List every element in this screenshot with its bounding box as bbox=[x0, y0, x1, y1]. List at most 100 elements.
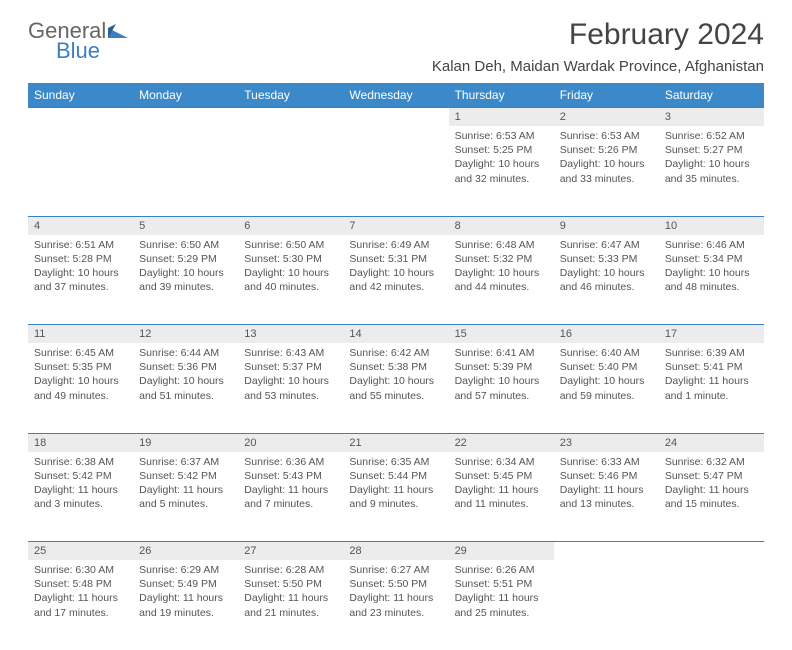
sunset-text: Sunset: 5:51 PM bbox=[455, 577, 548, 591]
week-num-row: 2526272829 bbox=[28, 542, 764, 561]
sunrise-text: Sunrise: 6:28 AM bbox=[244, 563, 337, 577]
day-header: Wednesday bbox=[343, 83, 448, 108]
month-title: February 2024 bbox=[432, 18, 764, 52]
sunrise-text: Sunrise: 6:35 AM bbox=[349, 455, 442, 469]
day-body: Sunrise: 6:42 AMSunset: 5:38 PMDaylight:… bbox=[343, 343, 448, 411]
day-body bbox=[343, 126, 448, 137]
sunrise-text: Sunrise: 6:44 AM bbox=[139, 346, 232, 360]
sunrise-text: Sunrise: 6:27 AM bbox=[349, 563, 442, 577]
day-body: Sunrise: 6:52 AMSunset: 5:27 PMDaylight:… bbox=[659, 126, 764, 194]
daylight-text: Daylight: 10 hours and 35 minutes. bbox=[665, 157, 758, 185]
day-cell: Sunrise: 6:42 AMSunset: 5:38 PMDaylight:… bbox=[343, 343, 448, 433]
daylight-text: Daylight: 10 hours and 40 minutes. bbox=[244, 266, 337, 294]
sunset-text: Sunset: 5:28 PM bbox=[34, 252, 127, 266]
daylight-text: Daylight: 11 hours and 17 minutes. bbox=[34, 591, 127, 619]
day-cell: Sunrise: 6:29 AMSunset: 5:49 PMDaylight:… bbox=[133, 560, 238, 650]
daylight-text: Daylight: 11 hours and 1 minute. bbox=[665, 374, 758, 402]
day-cell bbox=[343, 126, 448, 216]
day-number: 11 bbox=[28, 325, 133, 344]
sunrise-text: Sunrise: 6:42 AM bbox=[349, 346, 442, 360]
day-body: Sunrise: 6:37 AMSunset: 5:42 PMDaylight:… bbox=[133, 452, 238, 520]
day-number: 27 bbox=[238, 542, 343, 561]
day-body: Sunrise: 6:39 AMSunset: 5:41 PMDaylight:… bbox=[659, 343, 764, 411]
day-number: 5 bbox=[133, 216, 238, 235]
daylight-text: Daylight: 10 hours and 37 minutes. bbox=[34, 266, 127, 294]
day-cell bbox=[238, 126, 343, 216]
sunrise-text: Sunrise: 6:53 AM bbox=[560, 129, 653, 143]
day-cell bbox=[133, 126, 238, 216]
sunset-text: Sunset: 5:42 PM bbox=[139, 469, 232, 483]
sunrise-text: Sunrise: 6:51 AM bbox=[34, 238, 127, 252]
sunrise-text: Sunrise: 6:45 AM bbox=[34, 346, 127, 360]
sunset-text: Sunset: 5:50 PM bbox=[244, 577, 337, 591]
day-number: 28 bbox=[343, 542, 448, 561]
sunset-text: Sunset: 5:47 PM bbox=[665, 469, 758, 483]
week-num-row: 45678910 bbox=[28, 216, 764, 235]
day-cell bbox=[28, 126, 133, 216]
day-body: Sunrise: 6:50 AMSunset: 5:30 PMDaylight:… bbox=[238, 235, 343, 303]
sunrise-text: Sunrise: 6:49 AM bbox=[349, 238, 442, 252]
sunset-text: Sunset: 5:37 PM bbox=[244, 360, 337, 374]
week-body-row: Sunrise: 6:45 AMSunset: 5:35 PMDaylight:… bbox=[28, 343, 764, 433]
day-body bbox=[238, 126, 343, 137]
day-body: Sunrise: 6:30 AMSunset: 5:48 PMDaylight:… bbox=[28, 560, 133, 628]
title-block: February 2024 Kalan Deh, Maidan Wardak P… bbox=[432, 18, 764, 75]
day-number: 19 bbox=[133, 433, 238, 452]
day-header: Sunday bbox=[28, 83, 133, 108]
day-cell: Sunrise: 6:53 AMSunset: 5:26 PMDaylight:… bbox=[554, 126, 659, 216]
sunrise-text: Sunrise: 6:37 AM bbox=[139, 455, 232, 469]
day-body: Sunrise: 6:43 AMSunset: 5:37 PMDaylight:… bbox=[238, 343, 343, 411]
day-body: Sunrise: 6:47 AMSunset: 5:33 PMDaylight:… bbox=[554, 235, 659, 303]
week-body-row: Sunrise: 6:51 AMSunset: 5:28 PMDaylight:… bbox=[28, 235, 764, 325]
day-cell: Sunrise: 6:34 AMSunset: 5:45 PMDaylight:… bbox=[449, 452, 554, 542]
day-body: Sunrise: 6:32 AMSunset: 5:47 PMDaylight:… bbox=[659, 452, 764, 520]
sunrise-text: Sunrise: 6:40 AM bbox=[560, 346, 653, 360]
day-number: 4 bbox=[28, 216, 133, 235]
day-cell: Sunrise: 6:33 AMSunset: 5:46 PMDaylight:… bbox=[554, 452, 659, 542]
daylight-text: Daylight: 11 hours and 25 minutes. bbox=[455, 591, 548, 619]
sunset-text: Sunset: 5:36 PM bbox=[139, 360, 232, 374]
sunrise-text: Sunrise: 6:38 AM bbox=[34, 455, 127, 469]
daylight-text: Daylight: 10 hours and 33 minutes. bbox=[560, 157, 653, 185]
day-header: Saturday bbox=[659, 83, 764, 108]
day-cell: Sunrise: 6:53 AMSunset: 5:25 PMDaylight:… bbox=[449, 126, 554, 216]
daylight-text: Daylight: 10 hours and 39 minutes. bbox=[139, 266, 232, 294]
sunrise-text: Sunrise: 6:32 AM bbox=[665, 455, 758, 469]
day-cell: Sunrise: 6:39 AMSunset: 5:41 PMDaylight:… bbox=[659, 343, 764, 433]
sunrise-text: Sunrise: 6:46 AM bbox=[665, 238, 758, 252]
logo: General Blue bbox=[28, 18, 128, 70]
sunrise-text: Sunrise: 6:36 AM bbox=[244, 455, 337, 469]
sunrise-text: Sunrise: 6:34 AM bbox=[455, 455, 548, 469]
sunset-text: Sunset: 5:33 PM bbox=[560, 252, 653, 266]
sunset-text: Sunset: 5:29 PM bbox=[139, 252, 232, 266]
day-body bbox=[133, 126, 238, 137]
daylight-text: Daylight: 11 hours and 3 minutes. bbox=[34, 483, 127, 511]
daylight-text: Daylight: 10 hours and 49 minutes. bbox=[34, 374, 127, 402]
sunset-text: Sunset: 5:44 PM bbox=[349, 469, 442, 483]
daylight-text: Daylight: 11 hours and 21 minutes. bbox=[244, 591, 337, 619]
sunset-text: Sunset: 5:27 PM bbox=[665, 143, 758, 157]
day-header: Thursday bbox=[449, 83, 554, 108]
sunrise-text: Sunrise: 6:29 AM bbox=[139, 563, 232, 577]
day-cell: Sunrise: 6:51 AMSunset: 5:28 PMDaylight:… bbox=[28, 235, 133, 325]
sunset-text: Sunset: 5:42 PM bbox=[34, 469, 127, 483]
daylight-text: Daylight: 10 hours and 32 minutes. bbox=[455, 157, 548, 185]
sunrise-text: Sunrise: 6:39 AM bbox=[665, 346, 758, 360]
sunset-text: Sunset: 5:46 PM bbox=[560, 469, 653, 483]
day-number: 3 bbox=[659, 108, 764, 127]
day-number: 15 bbox=[449, 325, 554, 344]
day-cell bbox=[659, 560, 764, 650]
day-number: 22 bbox=[449, 433, 554, 452]
day-cell: Sunrise: 6:52 AMSunset: 5:27 PMDaylight:… bbox=[659, 126, 764, 216]
sunrise-text: Sunrise: 6:50 AM bbox=[244, 238, 337, 252]
day-body: Sunrise: 6:45 AMSunset: 5:35 PMDaylight:… bbox=[28, 343, 133, 411]
day-number: 21 bbox=[343, 433, 448, 452]
daylight-text: Daylight: 11 hours and 11 minutes. bbox=[455, 483, 548, 511]
day-body: Sunrise: 6:53 AMSunset: 5:26 PMDaylight:… bbox=[554, 126, 659, 194]
daylight-text: Daylight: 10 hours and 59 minutes. bbox=[560, 374, 653, 402]
logo-text-blue: Blue bbox=[56, 38, 100, 63]
sunset-text: Sunset: 5:39 PM bbox=[455, 360, 548, 374]
day-number bbox=[554, 542, 659, 561]
day-cell: Sunrise: 6:35 AMSunset: 5:44 PMDaylight:… bbox=[343, 452, 448, 542]
sunrise-text: Sunrise: 6:48 AM bbox=[455, 238, 548, 252]
